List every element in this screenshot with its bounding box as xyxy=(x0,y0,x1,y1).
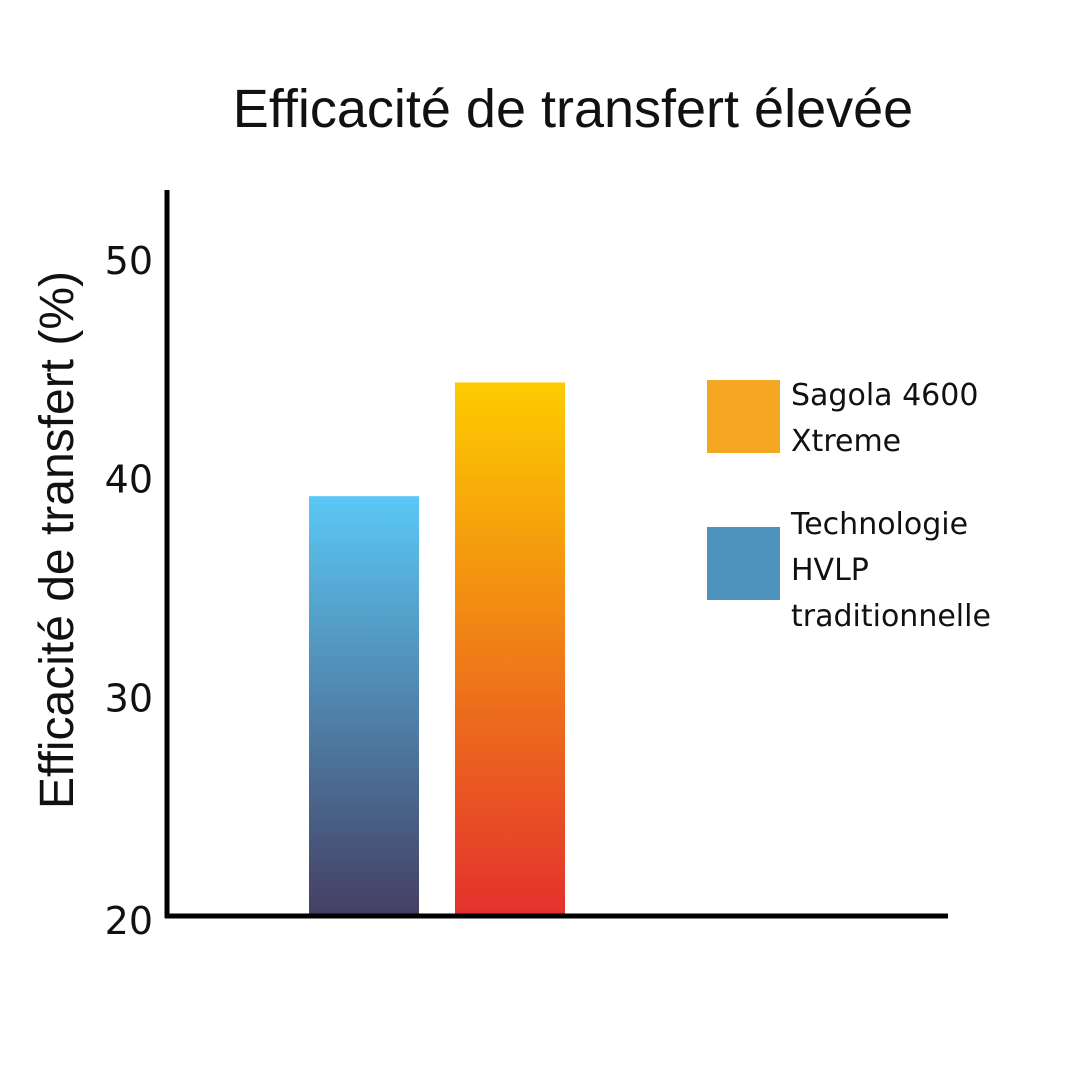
legend-label-hvlp: Technologie HVLP traditionnelle xyxy=(791,507,991,634)
legend-swatch-hvlp xyxy=(707,527,780,600)
bar-hvlp xyxy=(309,496,419,916)
legend-label-sagola: Sagola 4600 Xtreme xyxy=(791,378,979,459)
chart-title: Efficacité de transfert élevée xyxy=(232,79,914,139)
y-tick-label: 40 xyxy=(105,458,153,502)
bar-sagola xyxy=(455,382,565,916)
y-tick-label: 30 xyxy=(105,676,153,720)
y-axis-label: Efficacité de transfert (%) xyxy=(31,271,84,809)
y-tick-label: 20 xyxy=(105,899,153,943)
legend-swatch-sagola xyxy=(707,380,780,453)
y-tick-label: 50 xyxy=(105,239,153,283)
